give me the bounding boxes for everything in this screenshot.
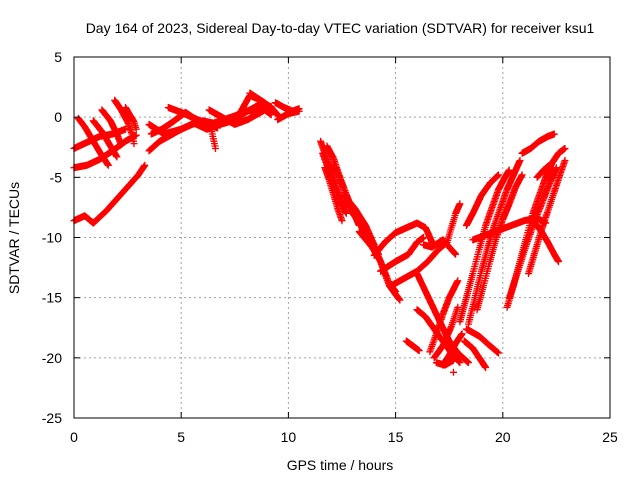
- y-tick-label: -15: [42, 290, 62, 306]
- series-track-26: [377, 234, 427, 275]
- scatter-points: [246, 89, 282, 119]
- series-track-25: [370, 219, 436, 259]
- scatter-points: [402, 337, 423, 355]
- scatter-points: [74, 114, 112, 169]
- scatter-points: [531, 219, 562, 266]
- axis-ticks: 0 5 10 15 20 25 -25 -20 -15 -10 -5 0 5: [42, 49, 618, 445]
- x-tick-label: 10: [281, 429, 297, 445]
- scatter-points: [377, 234, 427, 275]
- scatter-points: [321, 164, 346, 225]
- series-track-15: [246, 89, 282, 119]
- series-track-43: [473, 171, 526, 314]
- x-tick-label: 20: [495, 429, 511, 445]
- chart-title: Day 164 of 2023, Sidereal Day-to-day VTE…: [86, 20, 595, 36]
- x-tick-label: 25: [602, 429, 618, 445]
- y-tick-label: -5: [50, 169, 63, 185]
- y-tick-label: -10: [42, 230, 62, 246]
- series-track-36: [450, 368, 457, 376]
- y-tick-label: -25: [42, 410, 62, 426]
- x-tick-label: 15: [388, 429, 404, 445]
- scatter-points: [518, 130, 558, 157]
- scatter-points: [89, 117, 121, 161]
- x-tick-label: 0: [70, 429, 78, 445]
- scatter-points: [439, 330, 466, 369]
- scatter-points: [456, 166, 513, 326]
- y-axis-label: SDTVAR / TECUs: [6, 182, 22, 294]
- scatter-points: [465, 157, 524, 328]
- scatter-points: [164, 104, 219, 152]
- scatter-points: [426, 277, 462, 356]
- series-track-39: [462, 171, 502, 229]
- series-track-35: [439, 330, 466, 369]
- scatter-points: [460, 337, 490, 371]
- series-track-47: [518, 130, 558, 157]
- series-track-17: [274, 107, 303, 124]
- series-track-12: [164, 104, 219, 152]
- y-tick-label: 0: [54, 109, 62, 125]
- series-track-34: [426, 277, 462, 356]
- series-track-28: [420, 236, 460, 258]
- series-track-31: [402, 337, 423, 355]
- series-track-42: [465, 157, 524, 328]
- scatter-points: [430, 303, 462, 362]
- series-track-05: [89, 117, 121, 161]
- scatter-points: [462, 171, 502, 229]
- series-track-45: [505, 164, 560, 302]
- series-track-08: [122, 104, 140, 133]
- scatter-points: [462, 325, 502, 357]
- y-tick-label: 5: [54, 49, 62, 65]
- scatter-points: [533, 145, 569, 181]
- scatter-points: [98, 106, 125, 149]
- series-track-04: [74, 114, 112, 169]
- x-axis-label: GPS time / hours: [287, 457, 394, 473]
- series-track-41: [456, 166, 513, 326]
- data-points: [70, 89, 569, 376]
- series-track-49: [533, 145, 569, 181]
- series-track-38: [462, 325, 502, 357]
- series-track-37: [460, 337, 490, 371]
- scatter-points: [122, 104, 140, 133]
- scatter-points: [473, 171, 526, 314]
- series-track-48: [531, 219, 562, 266]
- series-track-21: [321, 164, 346, 225]
- series-track-32: [430, 303, 462, 362]
- series-track-07: [111, 96, 138, 148]
- series-track-06: [98, 106, 125, 149]
- scatter-points: [505, 164, 560, 302]
- scatter-points: [111, 96, 138, 148]
- scatter-points: [274, 107, 303, 124]
- scatter-points: [450, 368, 457, 376]
- scatter-points: [420, 236, 460, 258]
- x-tick-label: 5: [177, 429, 185, 445]
- scatter-points: [370, 219, 436, 259]
- y-tick-label: -20: [42, 350, 62, 366]
